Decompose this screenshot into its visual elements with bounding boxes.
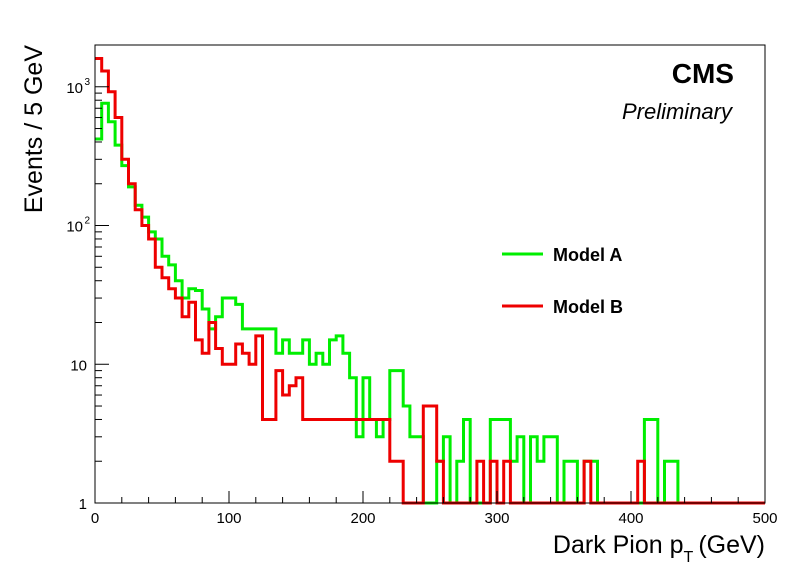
preliminary-label: Preliminary	[622, 99, 734, 124]
x-axis-title-unit: (GeV)	[698, 531, 765, 559]
x-tick-label: 0	[91, 510, 99, 527]
y-tick-label: 10	[66, 80, 83, 97]
x-tick-label: 200	[350, 510, 375, 527]
x-axis-title-main: Dark Pion p	[553, 531, 684, 559]
y-tick-exponent: 3	[84, 77, 90, 88]
cms-label: CMS	[672, 58, 734, 89]
y-axis-title: Events / 5 GeV	[20, 45, 48, 213]
series-layer	[95, 56, 765, 505]
x-tick-label: 400	[618, 510, 643, 527]
x-tick-label: 300	[484, 510, 509, 527]
y-tick-label: 10	[70, 357, 87, 374]
legend-label-model-a: Model A	[553, 245, 622, 265]
x-tick-label: 500	[752, 510, 777, 527]
x-axis-title: Dark Pion pT (GeV)	[553, 531, 765, 566]
y-tick-exponent: 2	[84, 216, 90, 227]
plot-frame	[94, 44, 766, 504]
x-axis-title-subscript: T	[684, 549, 694, 566]
y-tick-label: 10	[66, 219, 83, 236]
legend: Model A Model B	[502, 245, 623, 317]
legend-label-model-b: Model B	[553, 297, 623, 317]
x-tick-label: 100	[216, 510, 241, 527]
y-tick-label: 1	[79, 496, 87, 513]
series-line-model-b	[95, 56, 765, 505]
